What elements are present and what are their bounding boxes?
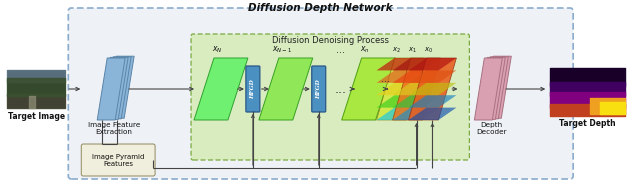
Polygon shape bbox=[376, 108, 424, 120]
Text: ...: ... bbox=[335, 83, 347, 95]
Polygon shape bbox=[106, 56, 134, 118]
Polygon shape bbox=[376, 95, 424, 108]
Text: Image Feature
Extraction: Image Feature Extraction bbox=[88, 121, 140, 134]
Polygon shape bbox=[392, 58, 440, 70]
Polygon shape bbox=[408, 70, 456, 83]
FancyBboxPatch shape bbox=[246, 66, 260, 112]
Polygon shape bbox=[97, 58, 125, 120]
Polygon shape bbox=[408, 95, 456, 108]
Polygon shape bbox=[483, 56, 511, 118]
Text: $x_1$: $x_1$ bbox=[408, 45, 417, 55]
Polygon shape bbox=[392, 83, 440, 95]
Text: Image Pyramid
Features: Image Pyramid Features bbox=[92, 153, 145, 166]
Polygon shape bbox=[194, 58, 248, 120]
Polygon shape bbox=[342, 58, 396, 120]
Text: Depth
Decoder: Depth Decoder bbox=[476, 121, 507, 134]
Polygon shape bbox=[392, 58, 440, 120]
Polygon shape bbox=[408, 58, 456, 70]
Polygon shape bbox=[392, 108, 440, 120]
Bar bbox=[8, 70, 65, 108]
Text: ...: ... bbox=[381, 74, 390, 84]
Polygon shape bbox=[376, 70, 424, 83]
Text: $x_n$: $x_n$ bbox=[360, 45, 369, 55]
Text: Diffusion Denoising Process: Diffusion Denoising Process bbox=[272, 36, 389, 44]
Text: $x_0$: $x_0$ bbox=[424, 45, 433, 55]
Polygon shape bbox=[376, 58, 424, 120]
FancyBboxPatch shape bbox=[81, 144, 155, 176]
Text: HFGD: HFGD bbox=[250, 79, 255, 99]
Polygon shape bbox=[408, 58, 456, 120]
Polygon shape bbox=[408, 108, 456, 120]
Text: Diffusion Depth Network: Diffusion Depth Network bbox=[248, 3, 393, 13]
Polygon shape bbox=[103, 57, 131, 119]
Polygon shape bbox=[408, 83, 456, 95]
FancyBboxPatch shape bbox=[312, 66, 326, 112]
Text: $x_2$: $x_2$ bbox=[392, 45, 401, 55]
Text: $x_{N-1}$: $x_{N-1}$ bbox=[272, 45, 292, 55]
Polygon shape bbox=[376, 83, 424, 95]
Polygon shape bbox=[392, 95, 440, 108]
Polygon shape bbox=[100, 57, 128, 119]
Polygon shape bbox=[477, 57, 506, 119]
Polygon shape bbox=[481, 57, 508, 119]
FancyBboxPatch shape bbox=[191, 34, 469, 160]
Polygon shape bbox=[392, 70, 440, 83]
Text: Target Image: Target Image bbox=[8, 111, 65, 121]
Polygon shape bbox=[376, 58, 424, 70]
Text: ...: ... bbox=[336, 45, 345, 55]
Polygon shape bbox=[474, 58, 502, 120]
Polygon shape bbox=[259, 58, 313, 120]
FancyBboxPatch shape bbox=[68, 8, 573, 179]
Text: Target Depth: Target Depth bbox=[559, 119, 616, 129]
Text: HFGD: HFGD bbox=[316, 79, 321, 99]
Text: $x_N$: $x_N$ bbox=[212, 45, 222, 55]
Bar bbox=[550, 68, 625, 116]
